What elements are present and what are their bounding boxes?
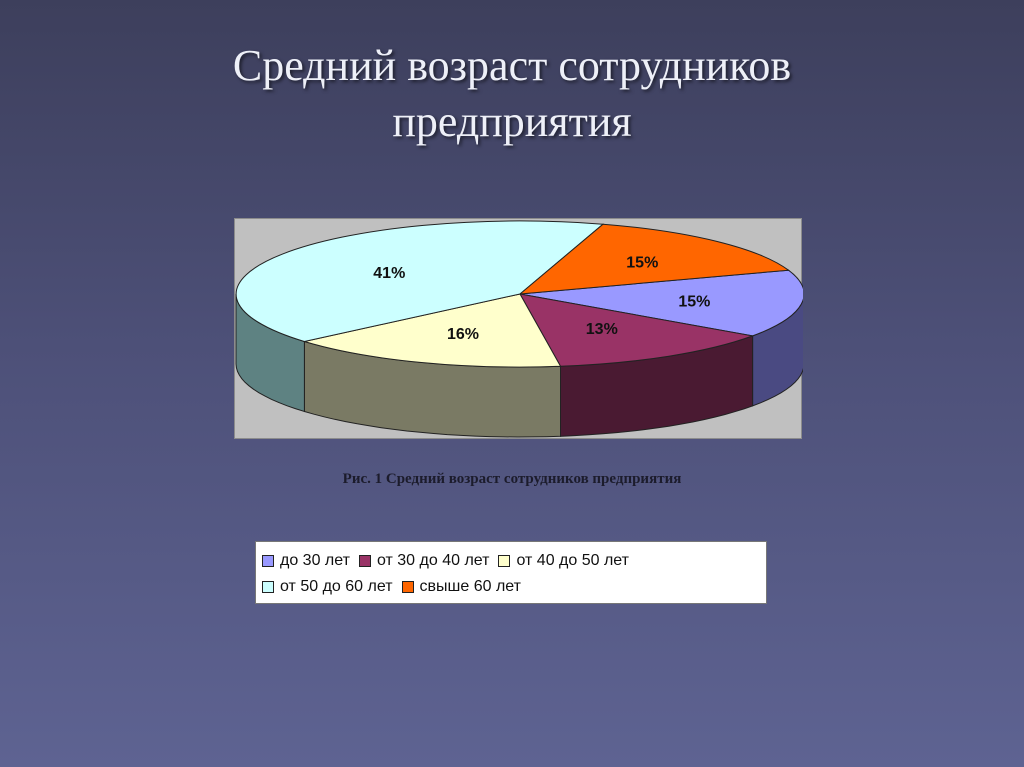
pie-slice-under-30 (519, 269, 803, 337)
legend-item-over-60: свыше 60 лет (401, 578, 521, 596)
legend-swatch-30-40 (358, 555, 371, 567)
legend-label-under-30: до 30 лет (280, 552, 350, 569)
pie-slice-30-40 (519, 293, 755, 367)
legend-row-1: до 30 лет от 30 до 40 лет от 40 до 50 ле… (262, 548, 766, 574)
pie-slice-over-60 (518, 223, 790, 295)
slide-title: Средний возраст сотрудников предприятия (0, 38, 1024, 150)
data-label-40-50: 16% (447, 326, 479, 343)
pie-slice-40-50 (302, 293, 562, 368)
pie-sides (235, 293, 803, 438)
data-label-30-40: 13% (586, 321, 618, 338)
legend-swatch-40-50 (498, 555, 511, 567)
legend-item-40-50: от 40 до 50 лет (498, 552, 629, 570)
figure-caption: Рис. 1 Средний возраст сотрудников предп… (342, 471, 682, 487)
legend-row-2: от 50 до 60 лет свыше 60 лет (262, 574, 766, 600)
legend-swatch-50-60 (262, 581, 274, 593)
legend-label-30-40: от 30 до 40 лет (376, 552, 490, 569)
data-label-over-60: 15% (626, 254, 658, 271)
legend-label-40-50: от 40 до 50 лет (516, 552, 629, 569)
legend-item-30-40: от 30 до 40 лет (358, 552, 490, 570)
legend-swatch-over-60 (401, 581, 414, 593)
legend-label-over-60: свыше 60 лет (419, 578, 521, 595)
chart-legend: до 30 лет от 30 до 40 лет от 40 до 50 ле… (255, 541, 767, 604)
pie-slice-50-60 (235, 220, 605, 343)
legend-item-under-30: до 30 лет (262, 552, 350, 570)
legend-item-50-60: от 50 до 60 лет (262, 578, 393, 596)
legend-swatch-under-30 (262, 555, 274, 567)
data-label-50-60: 41% (373, 265, 405, 282)
slide-title-line-2: предприятия (392, 97, 632, 146)
legend-label-50-60: от 50 до 60 лет (280, 578, 393, 595)
pie-tops (235, 220, 803, 368)
data-label-under-30: 15% (678, 293, 710, 310)
pie-chart-svg: 15% 13% 16% 41% 15% (235, 220, 803, 438)
slide-title-line-1: Средний возраст сотрудников (232, 41, 792, 90)
pie-data-labels: 15% 13% 16% 41% 15% (373, 254, 710, 343)
pie-chart: 15% 13% 16% 41% 15% (234, 218, 803, 439)
